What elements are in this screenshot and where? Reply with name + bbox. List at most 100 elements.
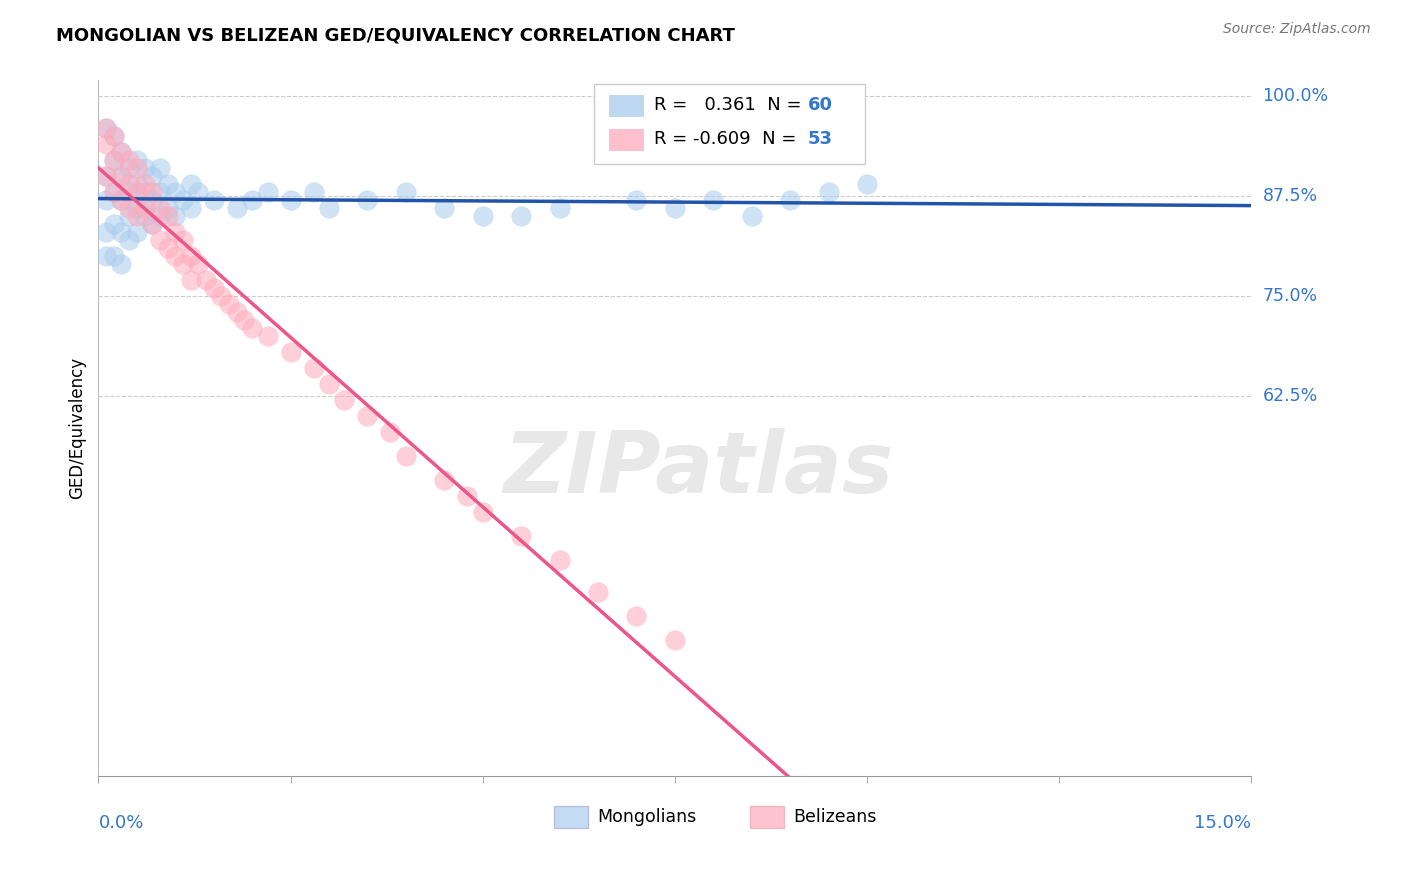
- Point: [202, 281, 225, 295]
- Point: [302, 361, 325, 376]
- Point: [165, 249, 187, 263]
- Point: [149, 186, 172, 200]
- Point: [165, 186, 187, 200]
- Point: [134, 201, 156, 215]
- Point: [118, 153, 141, 168]
- Point: [125, 225, 148, 239]
- Text: R =   0.361  N =: R = 0.361 N =: [654, 96, 807, 114]
- Point: [118, 209, 141, 223]
- Point: [118, 233, 141, 247]
- Point: [134, 178, 156, 192]
- Point: [141, 169, 163, 184]
- Point: [225, 305, 247, 319]
- Text: 100.0%: 100.0%: [1263, 87, 1329, 105]
- Point: [110, 257, 132, 271]
- Point: [172, 257, 194, 271]
- Point: [103, 129, 125, 144]
- Point: [280, 345, 302, 359]
- Point: [741, 209, 763, 223]
- Text: R = -0.609  N =: R = -0.609 N =: [654, 130, 803, 148]
- Point: [779, 193, 801, 207]
- Point: [180, 273, 202, 287]
- Point: [702, 193, 724, 207]
- Point: [256, 329, 278, 343]
- Text: 60: 60: [807, 96, 832, 114]
- Point: [103, 217, 125, 231]
- Point: [94, 169, 117, 184]
- Text: Source: ZipAtlas.com: Source: ZipAtlas.com: [1223, 22, 1371, 37]
- Point: [548, 553, 571, 567]
- Point: [626, 193, 648, 207]
- Text: MONGOLIAN VS BELIZEAN GED/EQUIVALENCY CORRELATION CHART: MONGOLIAN VS BELIZEAN GED/EQUIVALENCY CO…: [56, 27, 735, 45]
- Point: [103, 186, 125, 200]
- Point: [356, 409, 378, 424]
- Point: [218, 297, 240, 311]
- Point: [318, 201, 340, 215]
- Point: [187, 186, 209, 200]
- Point: [395, 186, 418, 200]
- Text: 0.0%: 0.0%: [98, 814, 143, 832]
- Point: [141, 186, 163, 200]
- Point: [510, 529, 533, 543]
- Y-axis label: GED/Equivalency: GED/Equivalency: [69, 357, 87, 500]
- Point: [134, 186, 156, 200]
- Point: [380, 425, 402, 439]
- Point: [302, 186, 325, 200]
- Text: 87.5%: 87.5%: [1263, 187, 1317, 205]
- Point: [125, 178, 148, 192]
- Point: [110, 145, 132, 160]
- Point: [110, 225, 132, 239]
- Point: [180, 249, 202, 263]
- Point: [103, 153, 125, 168]
- Point: [456, 489, 478, 503]
- Point: [156, 241, 179, 255]
- Point: [225, 201, 247, 215]
- Point: [318, 377, 340, 392]
- Point: [256, 186, 278, 200]
- Point: [548, 201, 571, 215]
- Point: [125, 186, 148, 200]
- Point: [103, 153, 125, 168]
- Point: [110, 169, 132, 184]
- Point: [118, 201, 141, 215]
- FancyBboxPatch shape: [609, 129, 644, 152]
- Point: [156, 209, 179, 223]
- Point: [141, 217, 163, 231]
- Point: [333, 393, 356, 408]
- Point: [149, 209, 172, 223]
- Point: [149, 161, 172, 176]
- Text: 62.5%: 62.5%: [1263, 387, 1317, 405]
- Point: [433, 473, 456, 487]
- Point: [586, 585, 609, 599]
- Point: [110, 145, 132, 160]
- Point: [433, 201, 456, 215]
- Text: 15.0%: 15.0%: [1194, 814, 1251, 832]
- Point: [165, 225, 187, 239]
- FancyBboxPatch shape: [749, 806, 785, 828]
- Point: [118, 186, 141, 200]
- Text: 75.0%: 75.0%: [1263, 287, 1317, 305]
- Point: [240, 321, 263, 335]
- Point: [471, 209, 494, 223]
- Point: [110, 193, 132, 207]
- Point: [103, 249, 125, 263]
- Point: [118, 178, 141, 192]
- Point: [134, 161, 156, 176]
- Point: [240, 193, 263, 207]
- Point: [395, 449, 418, 463]
- Point: [125, 161, 148, 176]
- Point: [110, 193, 132, 207]
- Text: Mongolians: Mongolians: [598, 808, 697, 826]
- Point: [94, 249, 117, 263]
- Point: [125, 153, 148, 168]
- Point: [125, 209, 148, 223]
- Point: [94, 121, 117, 136]
- Point: [817, 186, 839, 200]
- Point: [510, 209, 533, 223]
- Text: 53: 53: [807, 130, 832, 148]
- Point: [280, 193, 302, 207]
- Point: [125, 201, 148, 215]
- Point: [356, 193, 378, 207]
- Point: [94, 121, 117, 136]
- Point: [94, 193, 117, 207]
